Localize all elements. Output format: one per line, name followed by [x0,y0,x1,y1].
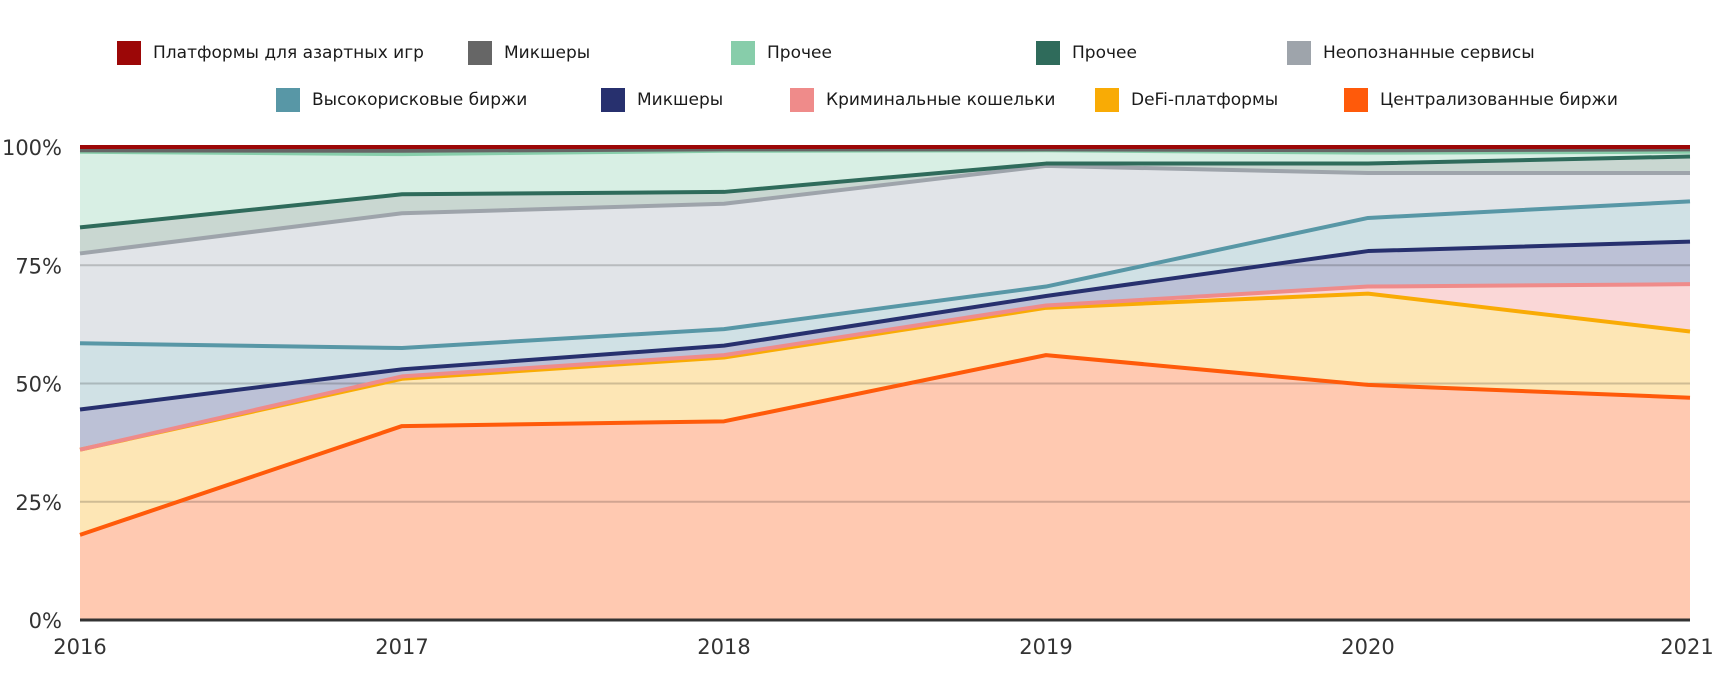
series-line-4 [79,199,1691,351]
series-line-5 [79,163,1690,256]
legend-swatch [601,88,625,112]
legend-label: Микшеры [637,90,724,110]
legend-item: Неопознанные сервисы [1287,41,1535,65]
legend-swatch [790,88,814,112]
legend-label: Прочее [1072,43,1137,63]
legend-item: Платформы для азартных игр [117,41,424,65]
y-tick-label: 25% [15,491,62,515]
y-gridlines [80,264,1690,503]
x-tick-label: 2021 [1660,635,1713,659]
legend-item: Криминальные кошельки [790,88,1055,112]
area-band-6 [80,156,1690,254]
legend-swatch [468,41,492,65]
legend-label: DeFi-платформы [1131,90,1279,110]
legend-swatch [117,41,141,65]
legend-label: Высокорисковые биржи [312,90,528,110]
area-band-7 [80,150,1690,228]
x-tick-label: 2018 [697,635,750,659]
x-tick-label: 2019 [1019,635,1072,659]
area-band-1 [80,293,1690,535]
legend-item: Микшеры [468,41,590,65]
legend-item: Прочее [1036,41,1137,65]
series-line-2 [79,282,1691,452]
y-tick-label: 50% [15,373,62,397]
legend-item: Прочее [731,41,832,65]
area-band-3 [80,241,1690,450]
x-tick-label: 2017 [375,635,428,659]
legend-swatch [1287,41,1311,65]
area-band-4 [80,201,1690,410]
area-band-0 [80,355,1690,620]
legend-item: Централизованные биржи [1344,88,1618,112]
legend-swatch [1095,88,1119,112]
legend-label: Неопознанные сервисы [1323,43,1535,63]
x-tick-label: 2016 [53,635,106,659]
y-tick-label: 100% [2,136,62,160]
area-band-2 [80,284,1690,450]
series-line-8 [79,147,1691,153]
series-line-6 [79,154,1691,230]
legend-label: Криминальные кошельки [826,90,1056,110]
series-line-0 [79,353,1691,537]
legend-swatch [731,41,755,65]
legend-label: Платформы для азартных игр [153,43,424,63]
legend-swatch [1036,41,1060,65]
legend-label: Микшеры [504,43,591,63]
legend-item: Микшеры [601,88,723,112]
legend-swatch [276,88,300,112]
x-tick-label: 2020 [1341,635,1394,659]
legend-label: Централизованные биржи [1380,90,1618,110]
y-tick-label: 75% [15,254,62,278]
series-line-3 [79,239,1691,412]
y-tick-label: 0% [29,609,62,633]
legend-item: DeFi-платформы [1095,88,1278,112]
legend-label: Прочее [767,43,832,63]
legend-item: Высокорисковые биржи [276,88,527,112]
legend-swatch [1344,88,1368,112]
